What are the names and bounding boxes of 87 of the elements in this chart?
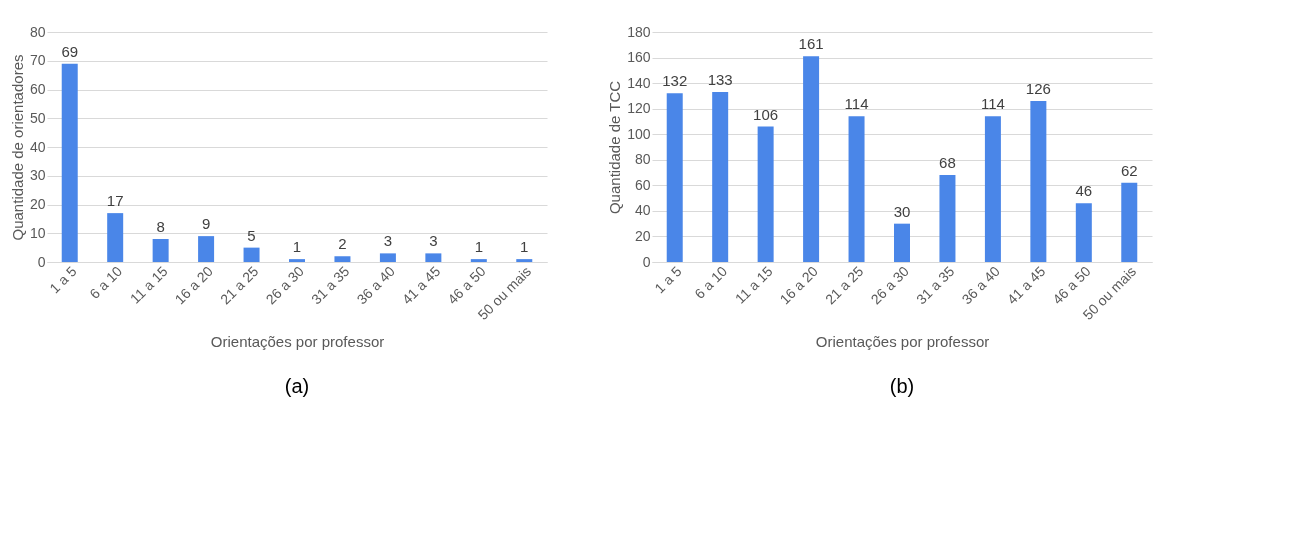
x-axis-title: Orientações por professor — [210, 332, 385, 350]
bar — [198, 236, 215, 262]
data-label: 114 — [980, 95, 1005, 113]
data-label: 3 — [383, 232, 393, 250]
y-tick-label: 20 — [29, 196, 46, 212]
bar — [1075, 203, 1092, 262]
bar — [984, 116, 1001, 262]
y-tick-label: 10 — [29, 224, 46, 241]
data-label: 62 — [1120, 161, 1138, 179]
x-tick-label: 21 a 25 — [822, 262, 867, 308]
bar — [379, 253, 396, 262]
y-tick-label: 60 — [29, 81, 46, 97]
bar — [1030, 101, 1047, 262]
y-axis-title: Quantidade de TCC — [606, 80, 624, 215]
bar — [61, 63, 78, 262]
x-tick-label: 16 a 20 — [776, 262, 822, 308]
data-label: 68 — [939, 154, 956, 172]
data-label: 126 — [1025, 80, 1051, 97]
data-label: 5 — [247, 226, 256, 244]
text: (a) — [284, 375, 310, 397]
bar — [289, 259, 305, 262]
x-tick-label: 11 a 15 — [126, 262, 171, 307]
x-tick-label: 16 a 20 — [171, 262, 217, 308]
y-tick-label: 40 — [634, 202, 651, 219]
bar — [425, 253, 442, 262]
data-label: 1 — [292, 238, 302, 256]
bar — [1121, 182, 1138, 262]
data-label: 114 — [844, 95, 869, 113]
bar — [152, 239, 169, 262]
y-tick-label: 30 — [29, 167, 46, 184]
x-tick-label: 26 a 30 — [867, 262, 913, 308]
y-tick-label: 160 — [627, 49, 651, 66]
data-label: 9 — [201, 215, 211, 233]
text: (b) — [889, 375, 915, 397]
data-label: 17 — [106, 192, 124, 210]
data-label: 30 — [893, 202, 911, 220]
x-axis-title: Orientações por professor — [815, 332, 990, 350]
y-tick-label: 70 — [29, 52, 46, 69]
y-tick-label: 40 — [29, 138, 46, 155]
y-tick-label: 0 — [37, 253, 46, 270]
data-label: 133 — [707, 71, 733, 89]
bar — [666, 93, 683, 262]
x-tick-label: 6 a 10 — [691, 262, 731, 302]
y-tick-label: 20 — [634, 227, 651, 244]
data-label: 161 — [798, 35, 824, 53]
y-tick-label: 100 — [627, 125, 651, 142]
bar — [712, 92, 729, 262]
y-axis-title: Quantidade de orientadores — [8, 54, 26, 241]
y-tick-label: 80 — [634, 151, 651, 168]
y-tick-label: 120 — [627, 100, 651, 117]
y-tick-label: 0 — [642, 253, 651, 270]
x-tick-label: 26 a 30 — [262, 262, 308, 308]
x-tick-label: 1 a 5 — [651, 262, 685, 297]
bar — [848, 116, 865, 262]
data-label: 69 — [61, 42, 79, 60]
data-label: 1 — [474, 238, 483, 256]
x-tick-label: 36 a 40 — [353, 262, 398, 308]
bar — [757, 126, 774, 262]
data-label: 132 — [662, 72, 688, 90]
x-tick-label: 21 a 25 — [217, 262, 262, 308]
bar — [803, 56, 820, 262]
data-label: 2 — [338, 235, 347, 253]
bar — [470, 259, 487, 262]
x-tick-label: 31 a 35 — [308, 262, 353, 308]
x-tick-label: 31 a 35 — [913, 262, 958, 308]
x-tick-label: 41 a 45 — [398, 262, 444, 308]
y-tick-label: 60 — [634, 176, 651, 193]
bar — [243, 247, 260, 262]
data-label: 1 — [520, 238, 529, 256]
bar — [894, 223, 910, 262]
data-label: 8 — [156, 218, 165, 235]
x-tick-label: 36 a 40 — [958, 262, 1003, 308]
y-tick-label: 80 — [29, 23, 46, 40]
x-tick-label: 41 a 45 — [1003, 262, 1049, 308]
bar — [939, 175, 956, 262]
y-tick-label: 140 — [627, 74, 651, 91]
data-label: 46 — [1075, 182, 1093, 200]
x-tick-label: 11 a 15 — [731, 262, 776, 307]
y-tick-label: 50 — [29, 109, 46, 126]
bar — [107, 213, 124, 262]
x-tick-label: 1 a 5 — [46, 262, 80, 297]
bar — [516, 259, 533, 262]
x-tick-label: 6 a 10 — [86, 262, 126, 302]
y-tick-label: 180 — [627, 23, 651, 40]
data-label: 3 — [429, 232, 438, 250]
bar — [334, 256, 351, 262]
data-label: 106 — [753, 105, 779, 123]
